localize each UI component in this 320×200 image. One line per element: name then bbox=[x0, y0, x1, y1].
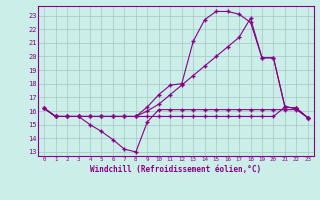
X-axis label: Windchill (Refroidissement éolien,°C): Windchill (Refroidissement éolien,°C) bbox=[91, 165, 261, 174]
